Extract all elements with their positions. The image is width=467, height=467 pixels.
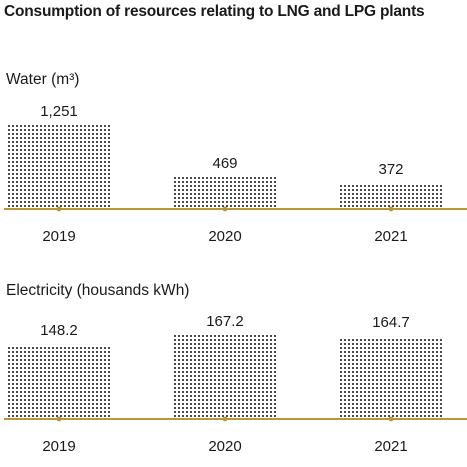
x-axis-tick xyxy=(56,416,62,422)
category-label: 2020 xyxy=(208,228,241,245)
value-label: 167.2 xyxy=(206,313,244,330)
value-label: 1,251 xyxy=(40,103,78,120)
x-axis-tick xyxy=(222,416,228,422)
value-label: 148.2 xyxy=(40,322,78,339)
electricity-chart: 148.2 2019 167.2 2020 164.7 2021 xyxy=(4,313,467,455)
x-axis-tick xyxy=(388,416,394,422)
category-label: 2019 xyxy=(42,228,75,245)
bar-2021 xyxy=(339,338,443,418)
bar-2021 xyxy=(339,184,443,208)
value-label: 372 xyxy=(378,161,403,178)
category-label: 2021 xyxy=(374,438,407,455)
x-axis-tick xyxy=(388,206,394,212)
bar-2020 xyxy=(173,334,277,418)
electricity-chart-label: Electricity (housands kWh) xyxy=(6,282,190,299)
bar-2019 xyxy=(7,124,111,208)
water-chart: 1,251 2019 469 2020 372 2021 xyxy=(4,103,467,245)
bar-2020 xyxy=(173,176,277,208)
value-label: 164.7 xyxy=(372,314,410,331)
x-axis-tick xyxy=(222,206,228,212)
chart-title: Consumption of resources relating to LNG… xyxy=(4,3,425,20)
value-label: 469 xyxy=(212,155,237,172)
category-label: 2019 xyxy=(42,438,75,455)
x-axis-tick xyxy=(56,206,62,212)
bar-2019 xyxy=(7,346,111,418)
category-label: 2021 xyxy=(374,228,407,245)
category-label: 2020 xyxy=(208,438,241,455)
water-chart-label: Water (m³) xyxy=(6,71,80,88)
